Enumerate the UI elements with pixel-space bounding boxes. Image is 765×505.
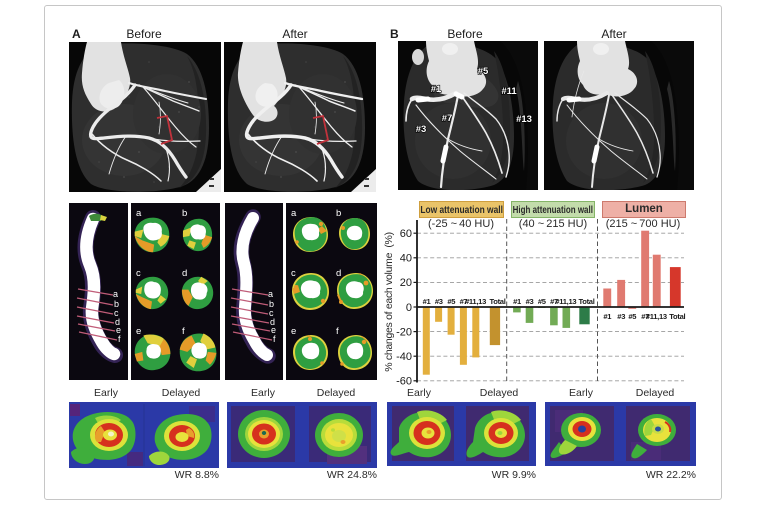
svg-text:#1: #1 bbox=[603, 312, 612, 321]
svg-text:b: b bbox=[182, 208, 187, 219]
svg-text:#3: #3 bbox=[617, 312, 625, 321]
svg-text:#7: #7 bbox=[442, 113, 453, 124]
svg-text:c: c bbox=[269, 308, 274, 318]
svg-text:#5: #5 bbox=[478, 66, 489, 77]
svg-text:c: c bbox=[114, 308, 119, 318]
svg-text:d: d bbox=[270, 317, 275, 327]
svg-text:#1: #1 bbox=[423, 297, 432, 306]
svg-text:Total: Total bbox=[669, 312, 685, 321]
svg-text:e: e bbox=[116, 325, 121, 335]
svg-text:d: d bbox=[182, 268, 187, 279]
svg-text:#1: #1 bbox=[513, 297, 522, 306]
svg-text:Total: Total bbox=[578, 297, 594, 306]
svg-text:-60: -60 bbox=[396, 376, 412, 388]
svg-text:e: e bbox=[271, 325, 276, 335]
svg-text:f: f bbox=[182, 326, 185, 337]
svg-text:b: b bbox=[336, 208, 341, 219]
svg-text:Total: Total bbox=[489, 297, 505, 306]
svg-text:#11,13: #11,13 bbox=[555, 297, 576, 306]
svg-text:-20: -20 bbox=[396, 326, 412, 338]
svg-text:60: 60 bbox=[400, 228, 412, 240]
svg-text:e: e bbox=[136, 326, 141, 337]
svg-text:#5: #5 bbox=[538, 297, 547, 306]
svg-text:#11,13: #11,13 bbox=[465, 297, 486, 306]
svg-text:c: c bbox=[136, 268, 141, 279]
svg-text:#11: #11 bbox=[501, 86, 517, 97]
svg-text:a: a bbox=[291, 208, 297, 219]
svg-text:0: 0 bbox=[406, 302, 412, 314]
svg-text:#13: #13 bbox=[516, 114, 532, 125]
svg-text:#7: #7 bbox=[641, 312, 649, 321]
svg-text:#3: #3 bbox=[416, 124, 427, 135]
svg-text:40: 40 bbox=[400, 253, 412, 265]
svg-text:#3: #3 bbox=[526, 297, 534, 306]
svg-text:f: f bbox=[336, 326, 339, 337]
svg-text:c: c bbox=[291, 268, 296, 279]
svg-text:d: d bbox=[336, 268, 341, 279]
svg-text:b: b bbox=[269, 299, 274, 309]
svg-text:a: a bbox=[113, 289, 118, 299]
svg-text:#7: #7 bbox=[460, 297, 468, 306]
svg-text:#5: #5 bbox=[628, 312, 637, 321]
svg-text:f: f bbox=[118, 334, 121, 344]
svg-text:#7: #7 bbox=[550, 297, 558, 306]
svg-text:#5: #5 bbox=[447, 297, 456, 306]
svg-text:#3: #3 bbox=[435, 297, 443, 306]
svg-text:#1: #1 bbox=[431, 84, 442, 95]
svg-text:f: f bbox=[273, 334, 276, 344]
svg-text:b: b bbox=[114, 299, 119, 309]
svg-text:a: a bbox=[268, 289, 273, 299]
svg-text:d: d bbox=[115, 317, 120, 327]
svg-text:-40: -40 bbox=[396, 351, 412, 363]
svg-text:a: a bbox=[136, 208, 142, 219]
svg-text:e: e bbox=[291, 326, 296, 337]
svg-text:20: 20 bbox=[400, 277, 412, 289]
svg-text:#11,13: #11,13 bbox=[646, 312, 667, 321]
